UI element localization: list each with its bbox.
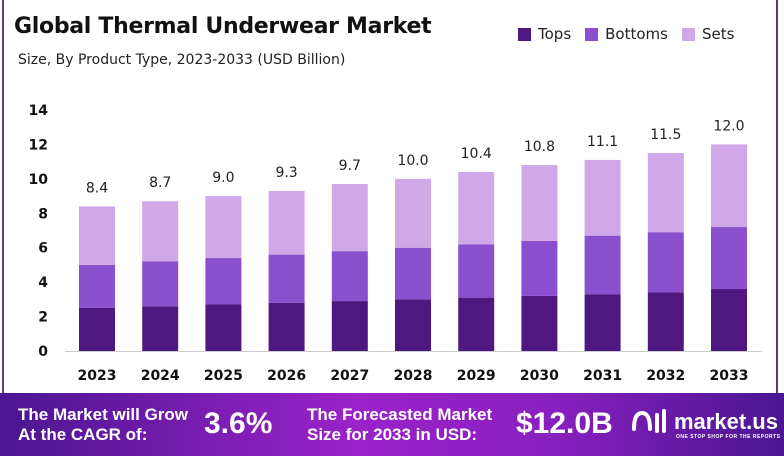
bar-segment-bottoms-2026 [268,254,305,303]
bar-segment-bottoms-2028 [395,247,431,300]
bar-segment-tops-2027 [331,301,368,351]
logo-icon [632,409,666,433]
cagr-label: The Market will Grow At the CAGR of: [18,405,188,445]
bar-segment-sets-2025 [205,196,242,259]
bar-segment-tops-2028 [395,299,431,351]
legend-item-tops: Tops [518,25,571,43]
bar-segment-sets-2033 [711,144,747,228]
bar-segment-sets-2029 [458,171,495,245]
forecast-label-line2: Size for 2033 in USD: [307,425,478,444]
bar-segment-sets-2030 [521,165,558,241]
legend-label: Bottoms [605,25,668,43]
cagr-label-line2: At the CAGR of: [18,425,148,444]
x-tick-label: 2027 [330,368,369,384]
legend-label: Tops [538,25,572,43]
bar-segment-sets-2028 [395,178,431,248]
legend-label: Sets [701,25,735,43]
cagr-value: 3.6% [204,407,273,440]
y-tick-label: 2 [38,310,48,326]
total-label: 9.0 [212,170,234,186]
bar-segment-tops-2032 [647,292,684,351]
legend-swatch [518,27,531,41]
chart-title: Global Thermal Underwear Market [14,14,432,39]
y-tick-label: 6 [38,241,48,257]
bar-segment-sets-2027 [331,184,368,252]
bar-segment-sets-2023 [79,206,115,265]
bar-segment-sets-2032 [647,153,684,233]
bar-segment-tops-2024 [142,306,179,351]
logo-name: market.us [674,409,778,434]
bar-segment-bottoms-2033 [711,227,747,290]
bar-segment-bottoms-2032 [647,232,684,293]
chart-subtitle: Size, By Product Type, 2023-2033 (USD Bi… [18,52,346,68]
x-tick-label: 2024 [141,368,180,384]
total-label: 10.8 [524,139,555,155]
bar-segment-bottoms-2023 [79,264,115,308]
bar-segment-tops-2033 [711,289,747,351]
total-label: 10.0 [397,153,428,169]
x-tick-label: 2025 [204,368,243,384]
total-label: 11.1 [587,134,618,150]
x-tick-label: 2028 [394,368,433,384]
legend: Tops Bottoms Sets [518,25,734,43]
bar-segment-bottoms-2024 [142,261,179,307]
y-tick-label: 10 [29,172,49,188]
bar-segment-tops-2029 [458,297,495,351]
x-tick-label: 2030 [520,368,559,384]
legend-item-sets: Sets [681,25,735,43]
forecast-value: $12.0B [516,407,613,440]
market-us-logo: market.us ONE STOP SHOP FOR THE REPORTS [630,407,781,440]
legend-item-bottoms: Bottoms [585,25,668,43]
total-label: 8.7 [149,175,171,191]
summary-banner: The Market will Grow At the CAGR of: 3.6… [0,393,784,456]
bar-segment-tops-2030 [521,295,558,351]
y-tick-label: 12 [29,137,48,153]
logo-tagline: ONE STOP SHOP FOR THE REPORTS [676,434,781,440]
stacked-bar-chart: 0 2 4 6 8 10 12 14 8.4 2023 8.7 2024 9.0 2025 9.3 2026 9… [29,103,762,384]
bar-segment-bottoms-2029 [458,244,495,298]
chart-frame [2,0,778,393]
bar-segment-sets-2024 [142,201,179,262]
x-tick-label: 2023 [78,368,117,384]
legend-swatch [585,27,599,41]
forecast-label-line1: The Forecasted Market [307,405,493,424]
total-label: 12.0 [713,118,744,134]
bar-segment-bottoms-2030 [521,240,558,296]
y-tick-label: 4 [38,275,48,291]
total-label: 10.4 [461,146,492,162]
total-label: 9.7 [339,158,361,174]
bar-segment-tops-2025 [205,304,242,351]
total-label: 8.4 [86,180,108,196]
bar-segment-tops-2023 [79,307,115,351]
y-tick-label: 0 [38,344,48,360]
y-tick-label: 8 [38,206,48,222]
bar-segment-bottoms-2031 [584,235,621,295]
total-label: 9.3 [275,165,297,181]
cagr-label-line1: The Market will Grow [18,405,189,424]
bar-segment-sets-2026 [268,190,305,255]
total-label: 11.5 [650,127,681,143]
y-tick-label: 14 [29,103,49,119]
bar-segment-sets-2031 [584,159,621,236]
x-tick-label: 2033 [710,368,749,384]
x-tick-label: 2031 [583,368,622,384]
x-tick-label: 2032 [646,368,685,384]
x-tick-label: 2029 [457,368,496,384]
forecast-label: The Forecasted Market Size for 2033 in U… [307,405,492,445]
bar-segment-tops-2026 [268,302,305,351]
bar-segment-bottoms-2027 [331,251,368,302]
bar-segment-bottoms-2025 [205,258,242,305]
bar-segment-tops-2031 [584,294,621,351]
x-tick-label: 2026 [267,368,306,384]
legend-swatch [681,27,695,41]
